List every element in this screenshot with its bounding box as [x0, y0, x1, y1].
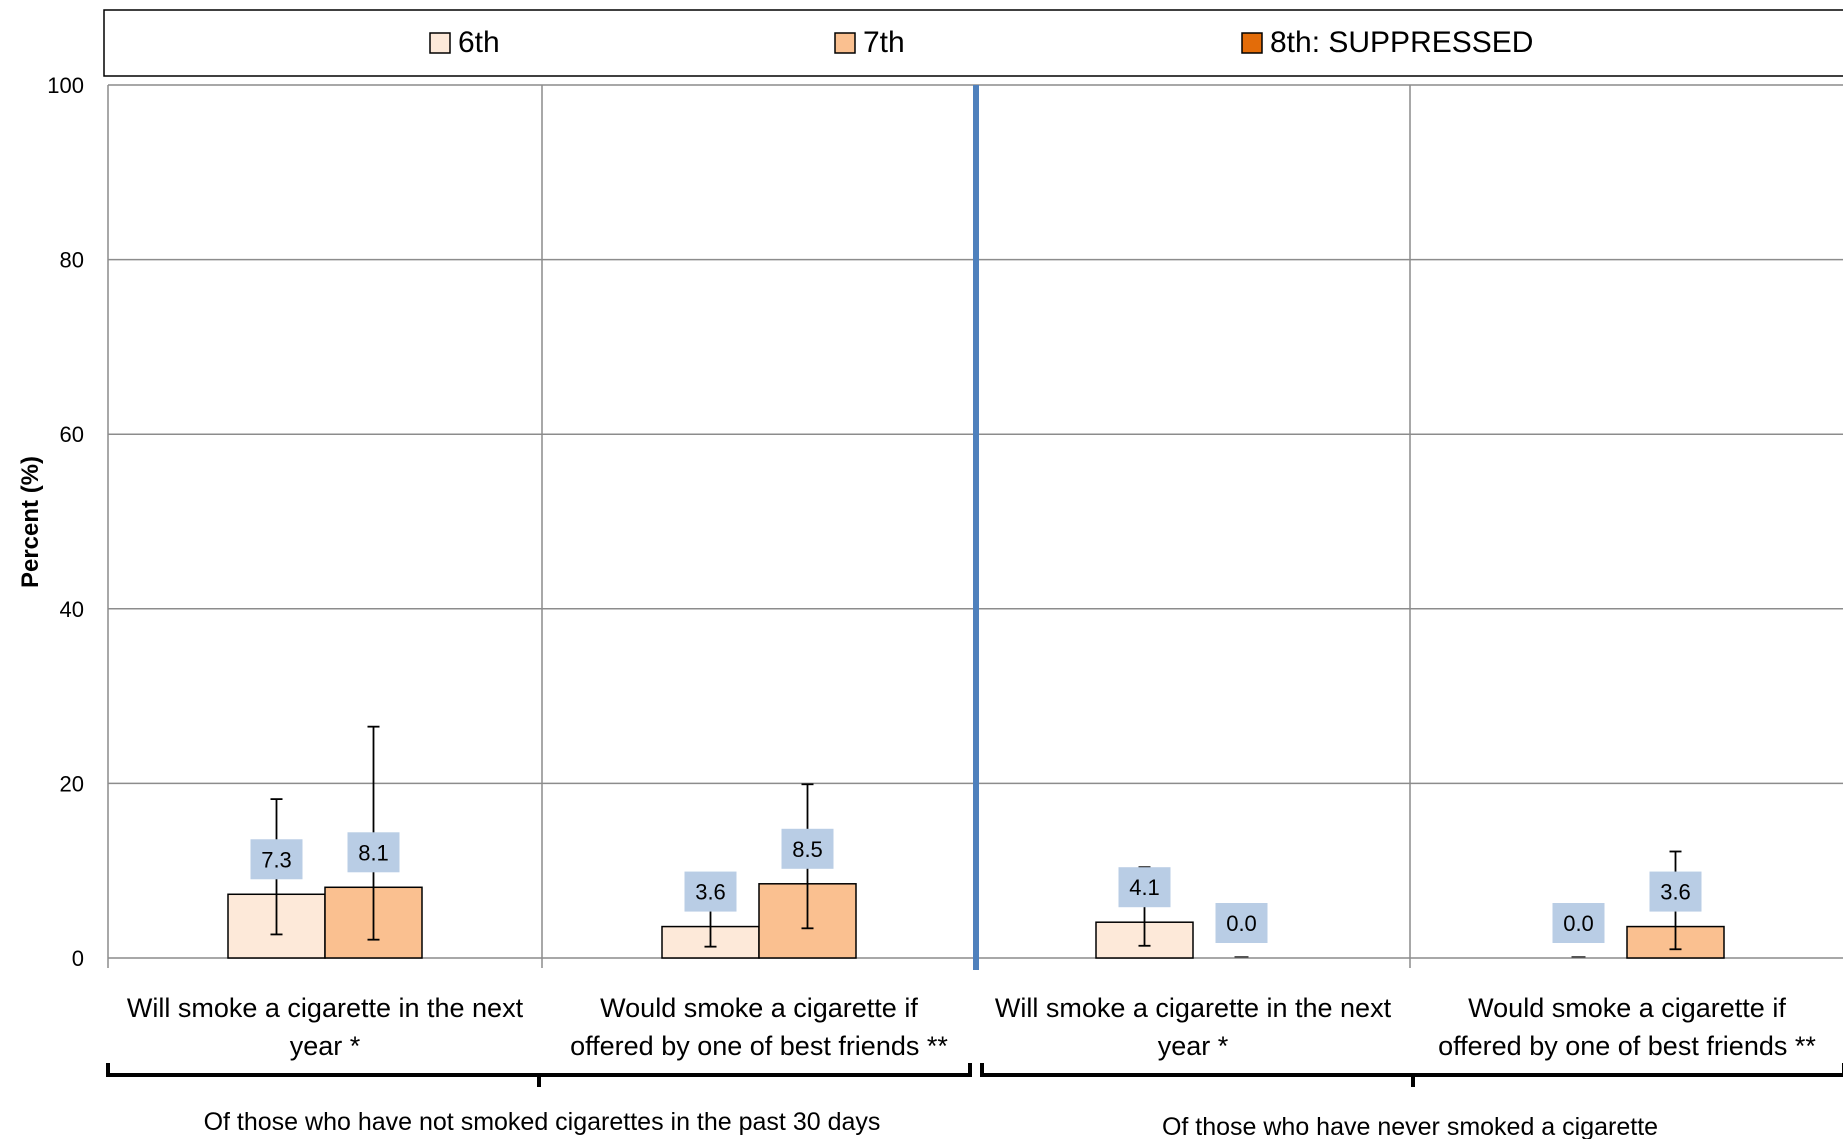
y-tick-label: 20	[60, 771, 84, 796]
data-label-box	[347, 832, 400, 873]
category-label: offered by one of best friends **	[1438, 1031, 1816, 1061]
data-label-box	[1649, 871, 1702, 912]
legend-swatch	[834, 32, 856, 54]
category-label: Will smoke a cigarette in the next	[995, 993, 1392, 1023]
group-label: Of those who have not smoked cigarettes …	[204, 1108, 881, 1136]
category-label: Would smoke a cigarette if	[1468, 993, 1786, 1023]
category-label: year *	[290, 1031, 361, 1061]
data-label-box	[1118, 867, 1171, 908]
legend-label: 6th	[458, 26, 500, 59]
legend-label: 8th: SUPPRESSED	[1270, 26, 1533, 59]
data-label: 8.5	[792, 837, 823, 862]
data-label-box	[1552, 903, 1605, 943]
y-tick-label: 0	[72, 946, 84, 971]
data-label: 4.1	[1129, 875, 1160, 900]
data-label-box	[1215, 903, 1268, 943]
data-label-box	[250, 839, 303, 880]
group-bracket	[106, 1063, 972, 1077]
data-label: 0.0	[1563, 911, 1594, 936]
y-tick-label: 60	[60, 422, 84, 447]
y-tick-label: 40	[60, 597, 84, 622]
category-label: Would smoke a cigarette if	[600, 993, 918, 1023]
category-label: Will smoke a cigarette in the next	[127, 993, 524, 1023]
category-label: offered by one of best friends **	[570, 1031, 948, 1061]
legend-label: 7th	[863, 26, 905, 59]
data-label: 0.0	[1226, 911, 1257, 936]
legend-box	[103, 9, 1843, 77]
data-label-box	[684, 871, 737, 912]
legend-swatch	[1241, 32, 1263, 54]
data-label: 3.6	[695, 880, 726, 905]
data-label: 7.3	[261, 847, 292, 872]
group-bracket	[980, 1063, 1843, 1077]
y-tick-label: 80	[60, 248, 84, 273]
data-label: 3.6	[1660, 880, 1691, 905]
data-label-box	[781, 828, 834, 869]
data-label: 8.1	[358, 840, 389, 865]
y-axis-label: Percent (%)	[17, 456, 44, 588]
group-label: Of those who have never smoked a cigaret…	[1162, 1113, 1658, 1139]
legend-swatch	[429, 32, 451, 54]
category-label: year *	[1158, 1031, 1229, 1061]
y-tick-label: 100	[47, 73, 84, 98]
